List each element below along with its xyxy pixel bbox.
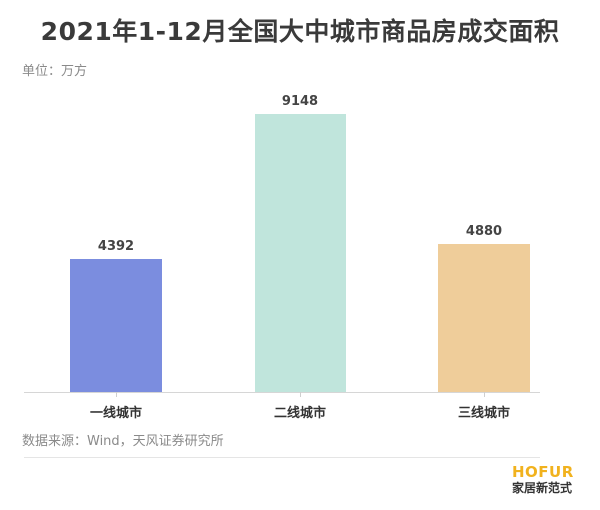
x-tick-label-tier3: 三线城市 <box>457 406 510 421</box>
bar-tier2 <box>255 114 346 392</box>
bar-tier1 <box>70 259 162 392</box>
brand-name-cn: 家居新范式 <box>512 481 573 495</box>
bar-value-label-tier2: 9148 <box>281 94 319 109</box>
brand-logo: HOFUR 家居新范式 <box>512 464 574 496</box>
unit-label: 单位：万方 <box>22 64 88 79</box>
bar-tier3 <box>438 244 530 392</box>
x-axis-tick <box>116 392 117 397</box>
chart-title: 2021年1-12月全国大中城市商品房成交面积 <box>40 17 560 46</box>
bar-value-label-tier1: 4392 <box>97 239 135 254</box>
footer-divider <box>24 457 540 458</box>
x-axis-line <box>24 392 540 393</box>
x-axis-tick <box>300 392 301 397</box>
brand-name-en: HOFUR <box>512 463 574 481</box>
x-tick-label-tier2: 二线城市 <box>273 406 326 421</box>
x-tick-label-tier1: 一线城市 <box>89 406 142 421</box>
data-source-note: 数据来源：Wind，天风证券研究所 <box>22 434 224 449</box>
x-axis-tick <box>484 392 485 397</box>
bar-value-label-tier3: 4880 <box>465 224 503 239</box>
